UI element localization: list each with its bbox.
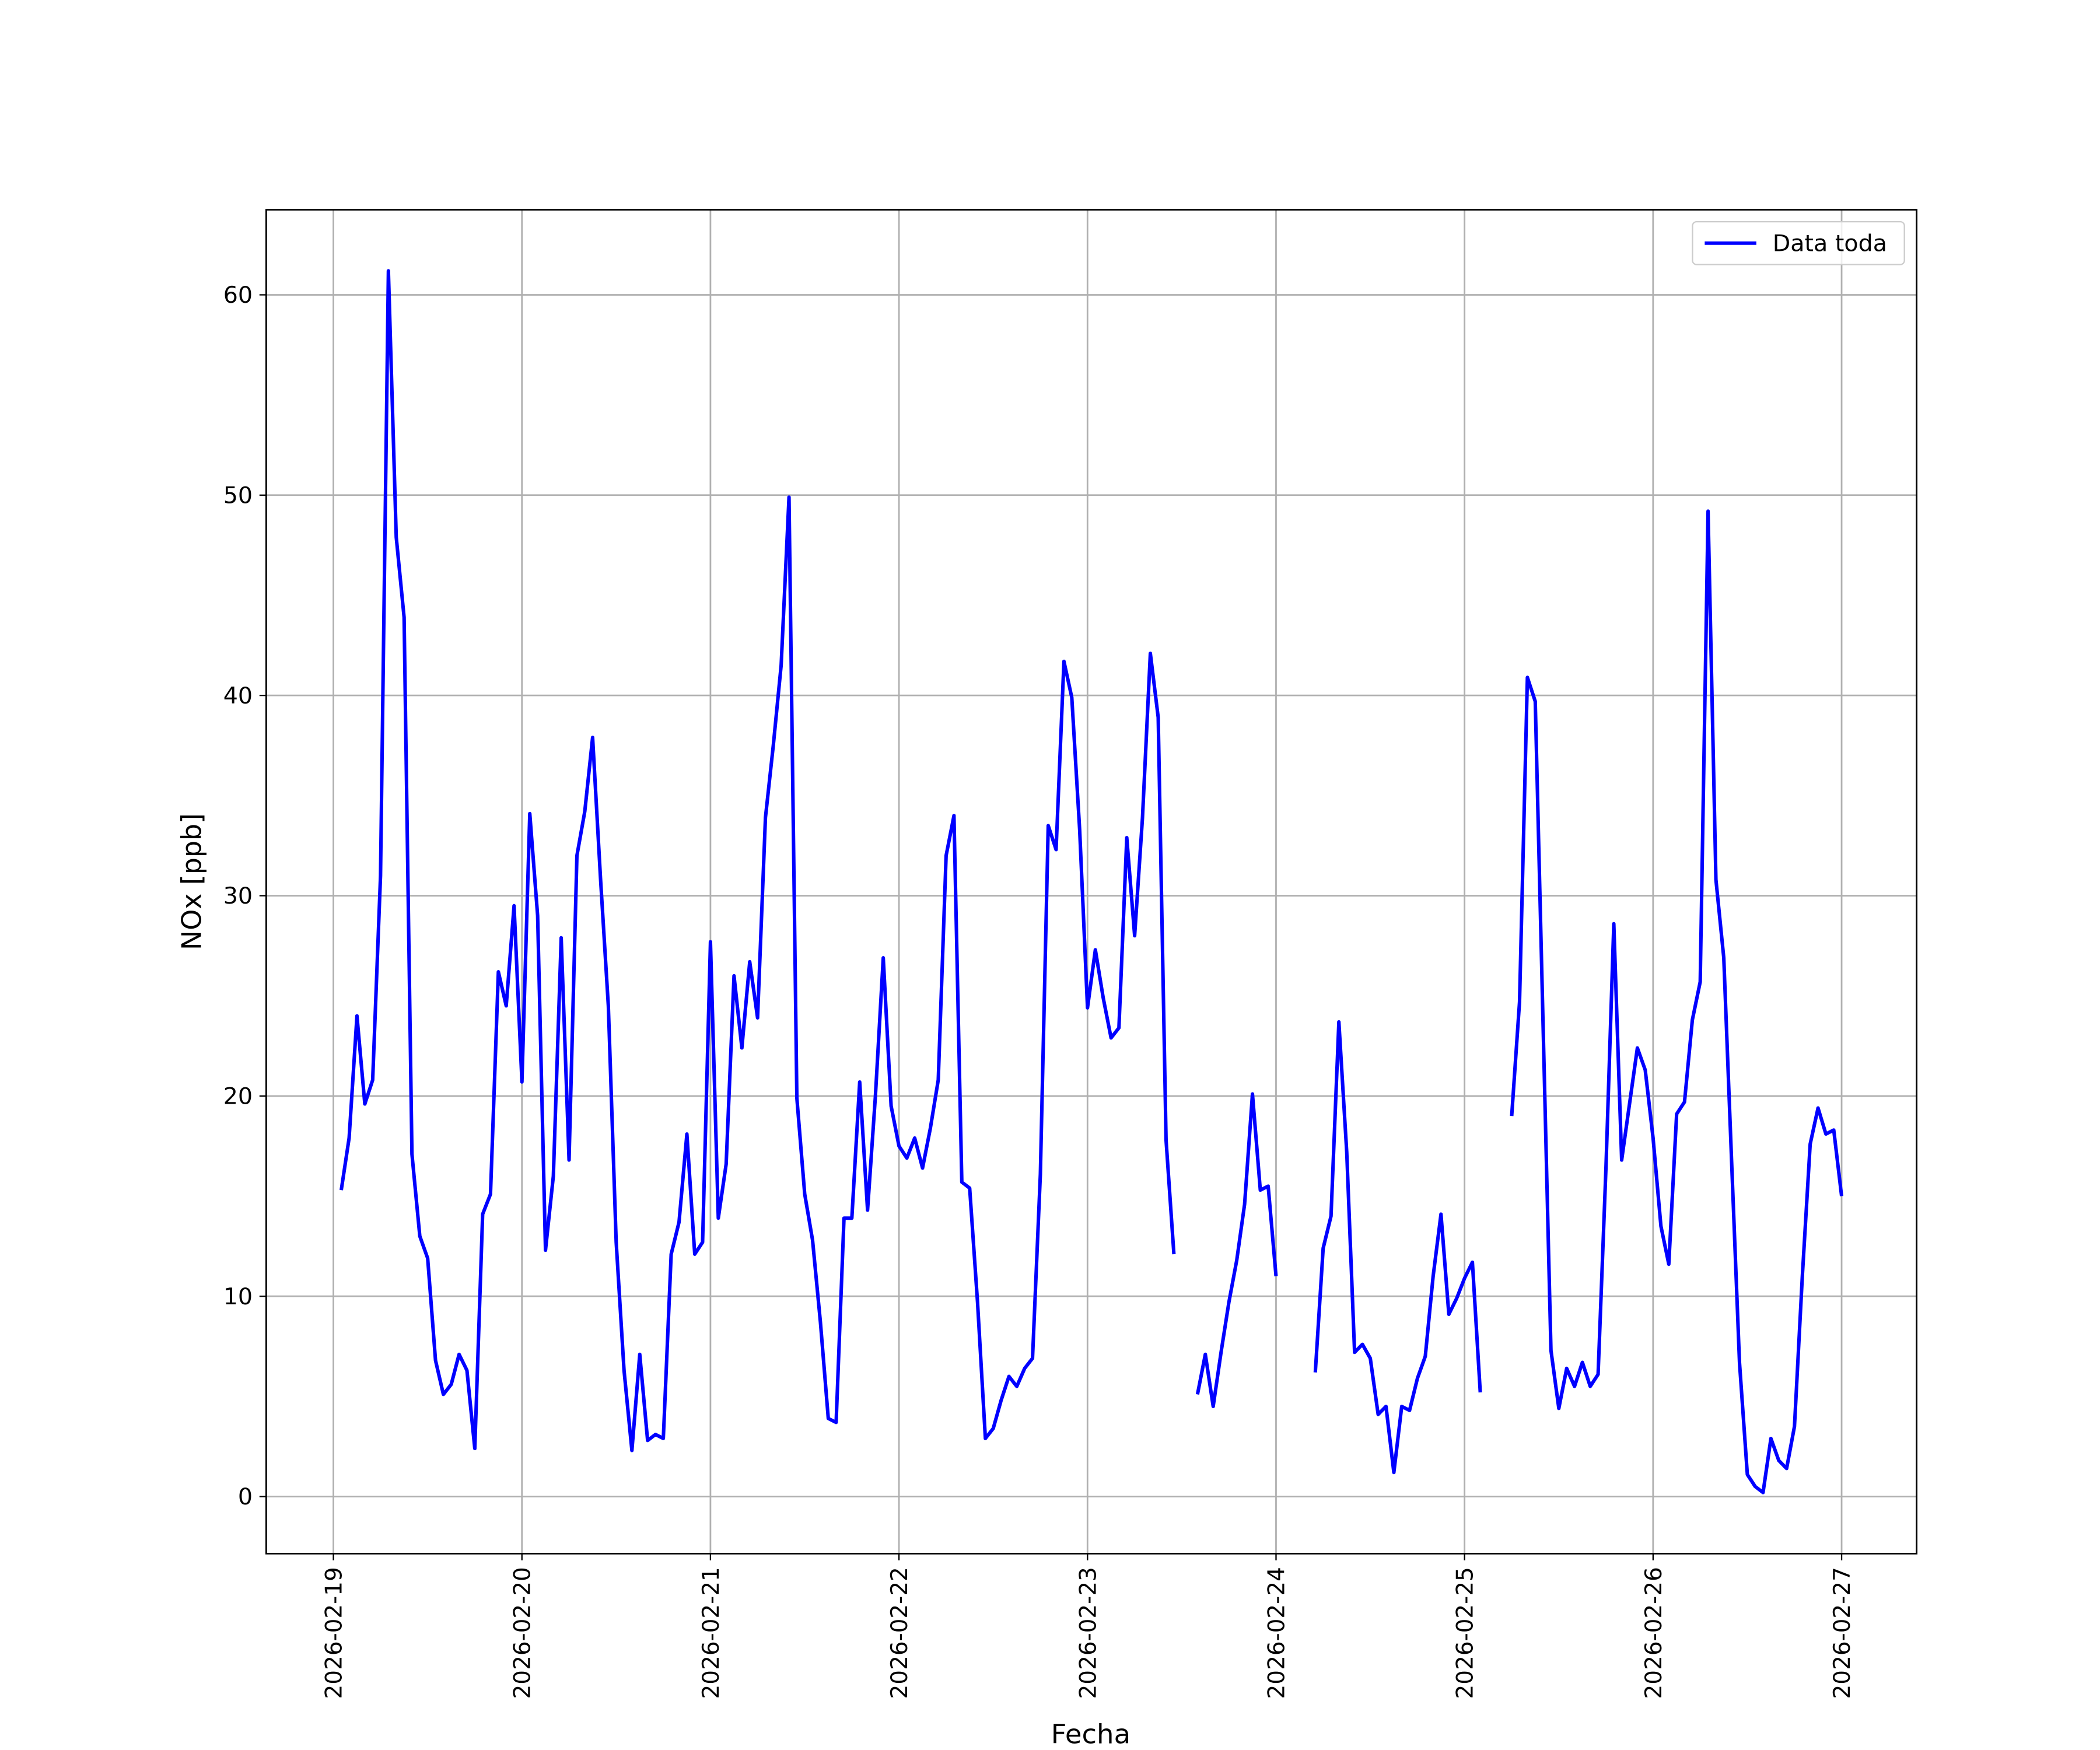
plot-frame bbox=[265, 209, 1918, 1555]
x-tick-label: 2026-02-20 bbox=[509, 1567, 536, 1699]
y-tick-label: 10 bbox=[223, 1284, 253, 1310]
y-tick-label: 60 bbox=[223, 282, 253, 309]
x-tick-label: 2026-02-26 bbox=[1641, 1567, 1667, 1699]
y-tick-label: 20 bbox=[223, 1084, 253, 1110]
x-tick-label: 2026-02-27 bbox=[1829, 1567, 1856, 1699]
legend-label: Data toda bbox=[1773, 231, 1887, 257]
x-tick-label: 2026-02-22 bbox=[887, 1567, 913, 1699]
data-line bbox=[340, 269, 1844, 1494]
y-tick-label: 50 bbox=[223, 483, 253, 509]
y-tick-label: 30 bbox=[223, 884, 253, 910]
x-tick-label: 2026-02-19 bbox=[321, 1567, 347, 1699]
legend-box bbox=[1692, 221, 1905, 265]
x-tick-label: 2026-02-25 bbox=[1452, 1567, 1478, 1699]
x-tick-label: 2026-02-23 bbox=[1075, 1567, 1101, 1699]
y-tick-label: 0 bbox=[238, 1485, 253, 1511]
x-axis-label: Fecha bbox=[1051, 1718, 1131, 1750]
y-tick-label: 40 bbox=[223, 683, 253, 709]
x-tick-label: 2026-02-21 bbox=[698, 1567, 724, 1699]
x-tick-label: 2026-02-24 bbox=[1264, 1567, 1290, 1699]
y-axis-label: NOx [ppb] bbox=[176, 813, 207, 950]
